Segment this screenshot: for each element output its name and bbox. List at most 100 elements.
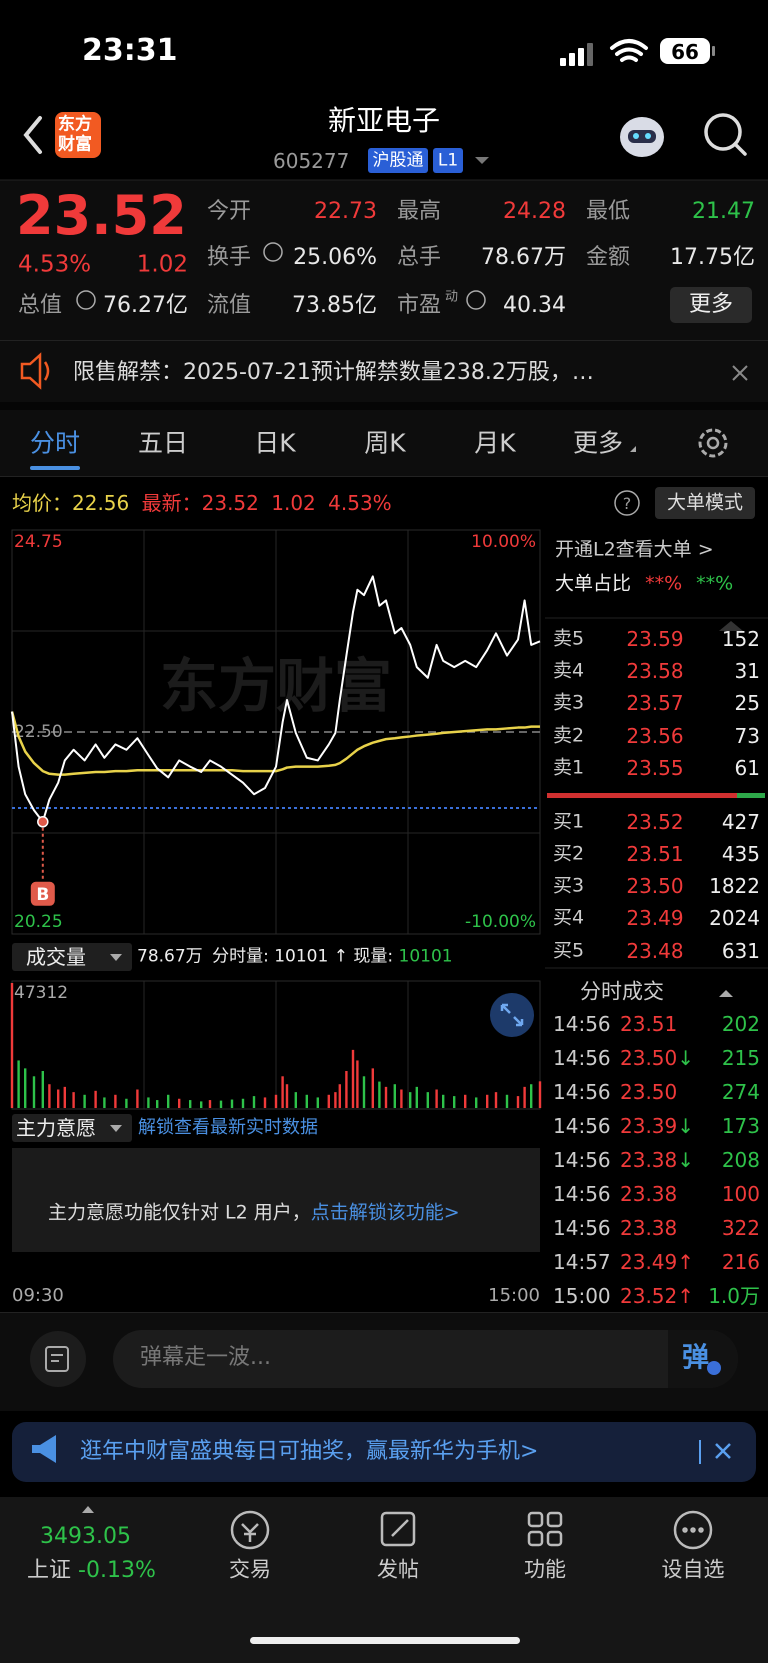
- book-level: 卖4: [553, 659, 585, 682]
- back-icon[interactable]: [23, 116, 42, 154]
- volume-menu-bg[interactable]: [12, 943, 132, 971]
- assistant-icon[interactable]: [620, 117, 664, 157]
- help-icon[interactable]: [614, 490, 640, 516]
- megaphone-icon: [32, 1435, 56, 1463]
- change-pct: 4.53%: [18, 251, 92, 278]
- danmaku-button[interactable]: [668, 1330, 738, 1388]
- force-menu-bg[interactable]: [12, 1114, 132, 1142]
- volume-bar: [208, 1100, 212, 1108]
- book-level: 卖3: [553, 691, 585, 714]
- trade-price: 23.52↑: [620, 1284, 695, 1308]
- trade-price: 23.38: [620, 1216, 678, 1240]
- comment-input[interactable]: [113, 1330, 738, 1388]
- y2-tick-label: 10.00%: [471, 532, 536, 552]
- ratio-label: 大单占比: [555, 572, 632, 595]
- book-level: 买4: [553, 906, 585, 929]
- nav-label[interactable]: 设自选: [661, 1557, 725, 1582]
- stat-label: 换手: [207, 245, 252, 270]
- book-price: 23.52: [626, 810, 684, 834]
- nav-label[interactable]: 交易: [229, 1557, 271, 1582]
- close-icon[interactable]: [732, 365, 748, 381]
- battery-level: 66: [671, 40, 699, 64]
- book-level: 卖5: [553, 627, 585, 650]
- banner-text[interactable]: 逛年中财富盛典每日可抽奖，赢最新华为手机>: [80, 1439, 539, 1464]
- mode-label[interactable]: 大单模式: [666, 491, 743, 514]
- home-indicator: [250, 1637, 520, 1644]
- volume-bar: [505, 1094, 509, 1108]
- trade-volume: 208: [721, 1148, 760, 1172]
- comment-icon[interactable]: [30, 1331, 86, 1387]
- mode-button[interactable]: [655, 487, 755, 519]
- last-price: 23.52: [201, 491, 259, 515]
- marker-label: B: [36, 885, 49, 905]
- trade-time: 14:56: [553, 1182, 611, 1206]
- nav-label[interactable]: 功能: [524, 1557, 566, 1582]
- tab[interactable]: 月K: [474, 428, 516, 458]
- tab[interactable]: 更多: [572, 428, 623, 458]
- stat-label: 金额: [586, 245, 631, 270]
- status-time: 23:31: [82, 33, 178, 68]
- trade-price: 23.39↓: [620, 1114, 695, 1138]
- help[interactable]: ?: [622, 494, 632, 513]
- info-icon[interactable]: [263, 242, 283, 262]
- book-volume: 2024: [709, 906, 760, 930]
- volume-bar: [114, 1094, 117, 1108]
- locked-message: 主力意愿功能仅针对 L2 用户，点击解锁该功能>: [48, 1201, 460, 1224]
- volume-bar: [351, 1049, 355, 1108]
- volume-bar: [41, 1071, 44, 1108]
- search-icon[interactable]: [704, 113, 747, 156]
- expand-icon[interactable]: [490, 993, 534, 1037]
- volume-bar: [94, 1090, 97, 1108]
- index-info[interactable]: 上证 -0.13%: [27, 1560, 156, 1582]
- trade-time: 14:56: [553, 1080, 611, 1104]
- tab[interactable]: 日K: [254, 428, 296, 458]
- comment-placeholder[interactable]: 弹幕走一波...: [140, 1345, 271, 1370]
- tab[interactable]: 周K: [364, 428, 406, 458]
- trade-price: 23.38↓: [620, 1148, 695, 1172]
- nav-label[interactable]: 发帖: [377, 1557, 419, 1582]
- volume-bar: [523, 1086, 526, 1108]
- volume-bar: [200, 1101, 203, 1108]
- index-value[interactable]: 3493.05: [40, 1524, 131, 1549]
- stat-value: 17.75亿: [670, 245, 755, 270]
- speaker-icon: [20, 352, 50, 390]
- stat-value: 78.67万: [481, 245, 566, 270]
- trade-time: 14:56: [553, 1148, 611, 1172]
- battery-cap: [712, 46, 715, 56]
- volume-bar: [494, 1092, 498, 1108]
- close-icon[interactable]: [715, 1443, 731, 1459]
- notice-text[interactable]: 限售解禁：2025-07-21预计解禁数量238.2万股，…: [73, 360, 594, 385]
- book-level: 买2: [553, 842, 585, 865]
- tabs-bg: [0, 410, 768, 477]
- unlock-cta[interactable]: 点击解锁该功能>: [310, 1201, 460, 1224]
- danmaku-label[interactable]: 弹: [682, 1342, 709, 1374]
- more-button-label[interactable]: 更多: [688, 292, 733, 317]
- avg-label: 均价：: [12, 491, 72, 515]
- more-button[interactable]: [670, 287, 752, 323]
- volume-bar: [156, 1100, 159, 1108]
- info-icon[interactable]: [466, 290, 486, 310]
- trade-arrow: ↑: [677, 1284, 695, 1308]
- force-menu[interactable]: 主力意愿: [16, 1116, 96, 1140]
- info-icon[interactable]: [76, 290, 96, 310]
- ratio: 大单占比 **% **%: [555, 572, 733, 595]
- trade-volume: 216: [721, 1250, 760, 1274]
- badge: L1: [437, 150, 459, 171]
- trade-volume: 202: [721, 1012, 760, 1036]
- book-price: 23.59: [626, 627, 684, 651]
- volume-bar: [530, 1084, 533, 1108]
- l2-promo[interactable]: 开通L2查看大单 >: [555, 538, 714, 561]
- arrow: ↑: [333, 946, 348, 967]
- volume-bar: [178, 1098, 181, 1108]
- book-ratio-bar: [547, 793, 737, 798]
- tab[interactable]: 分时: [29, 428, 80, 458]
- volume-bar: [72, 1092, 75, 1108]
- volume-bar: [371, 1068, 374, 1108]
- tab[interactable]: 五日: [137, 428, 188, 458]
- nav-icons[interactable]: [230, 1510, 713, 1550]
- volume-menu[interactable]: 成交量: [26, 945, 86, 969]
- volume-bar: [442, 1094, 445, 1108]
- unlock-link[interactable]: 解锁查看最新实时数据: [138, 1117, 318, 1138]
- settings-icon[interactable]: [698, 428, 728, 458]
